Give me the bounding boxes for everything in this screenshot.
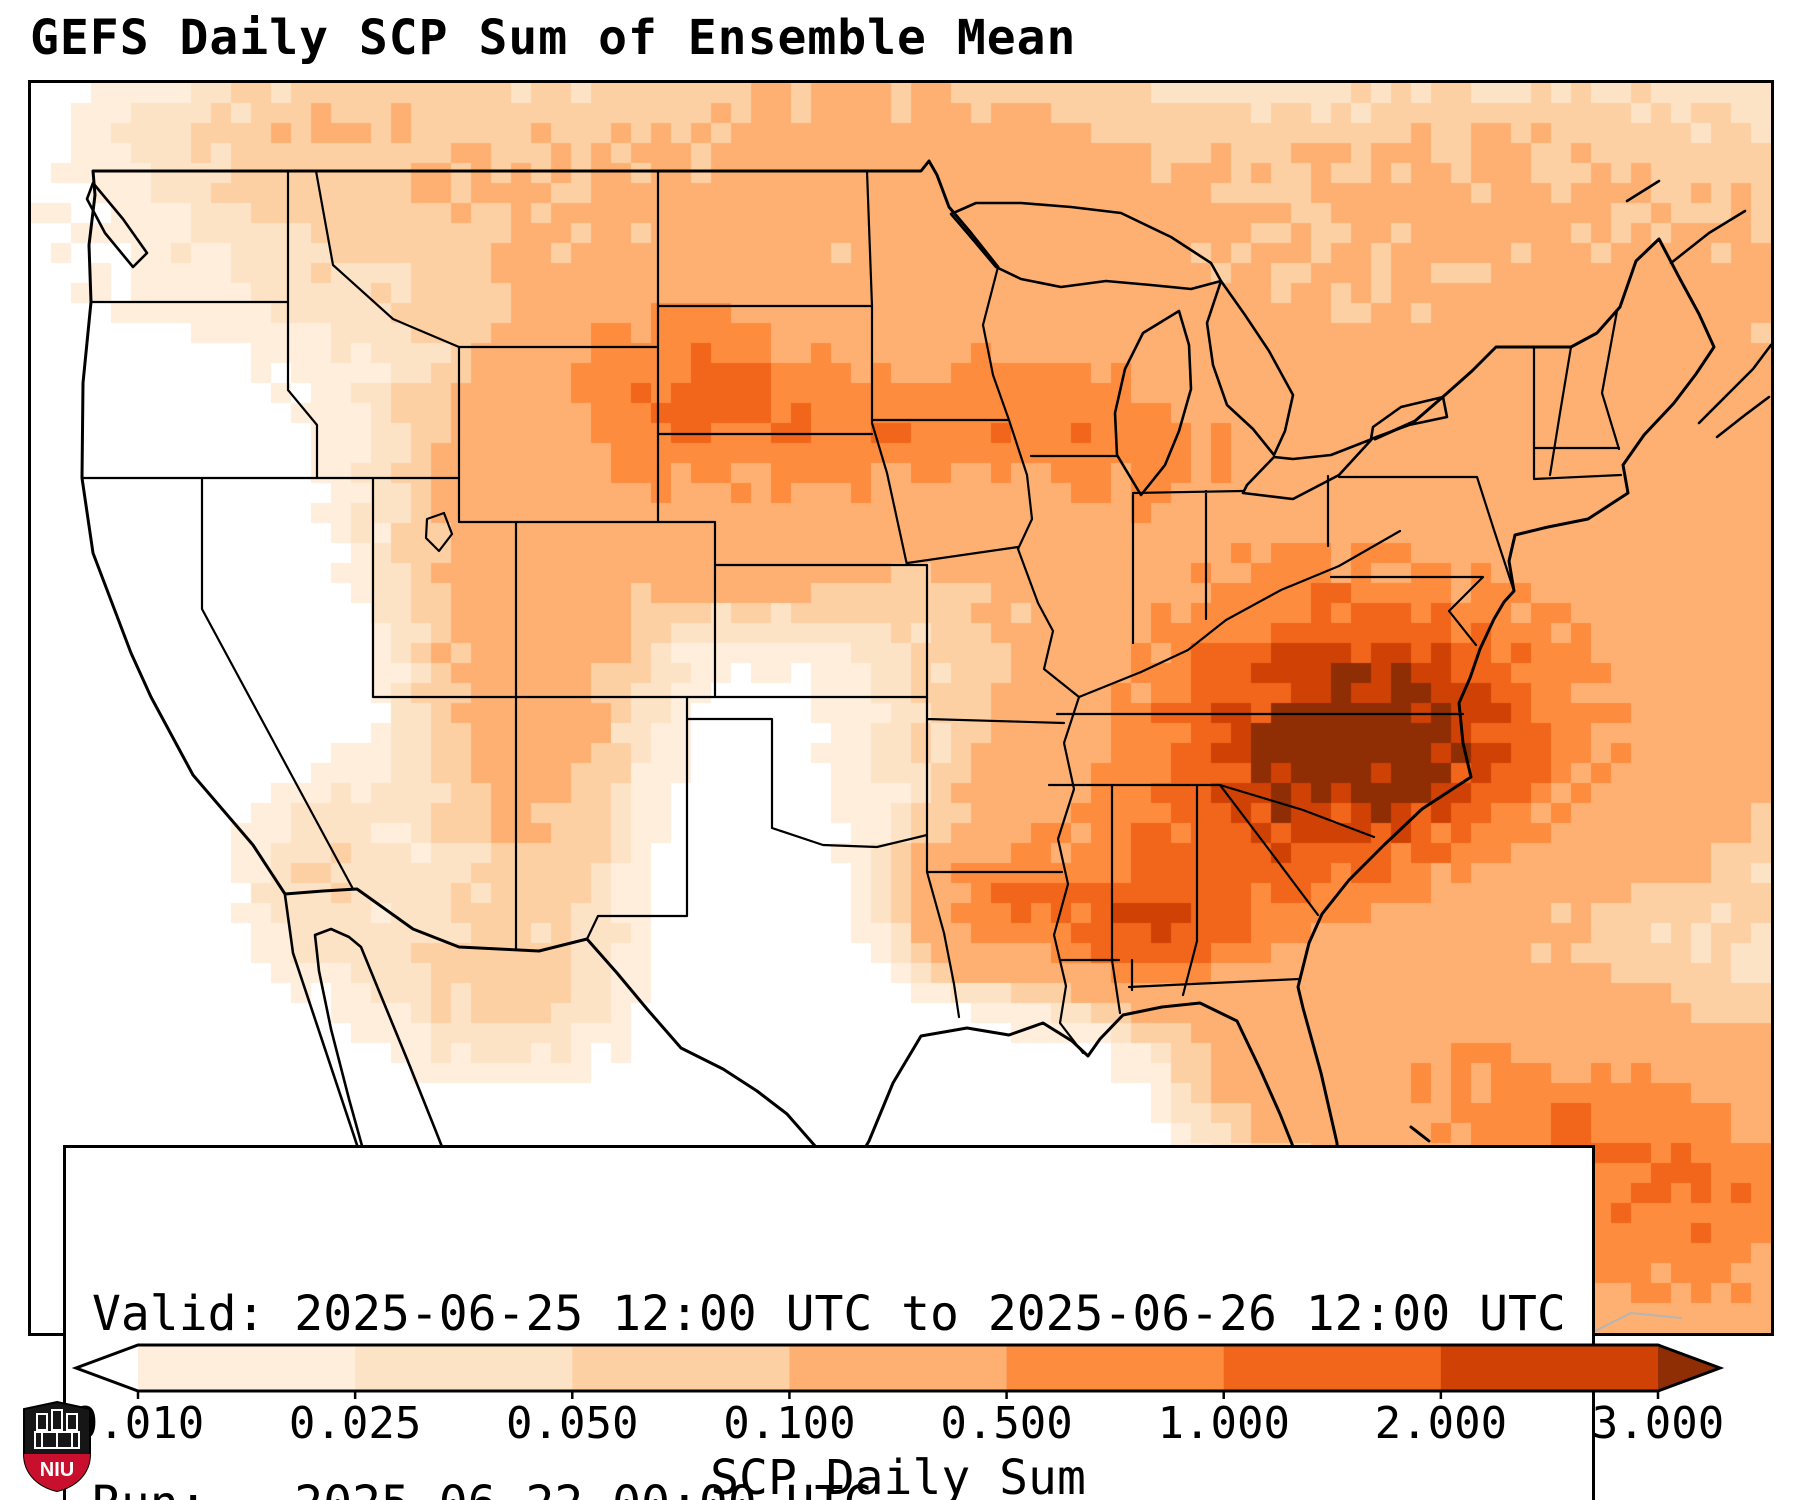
colorbar-left-arrow [76, 1345, 138, 1391]
niu-logo: NIU [23, 1400, 91, 1493]
run-text: Run: 2025-06-22 00:00 UTC [92, 1473, 1566, 1500]
colorbar-tick-label: 0.050 [506, 1398, 639, 1449]
great-lakes [949, 201, 1449, 501]
colorbar-segment [789, 1345, 1008, 1391]
valid-text: Valid: 2025-06-25 12:00 UTC to 2025-06-2… [92, 1285, 1566, 1342]
colorbar-tick-label: 0.500 [940, 1398, 1073, 1449]
colorbar [71, 1343, 1725, 1399]
colorbar-segment [138, 1345, 356, 1391]
colorbar-tick-marks [136, 1391, 1660, 1399]
colorbar-tick-label: 0.010 [71, 1398, 205, 1449]
vancouver-island [85, 181, 149, 269]
us-outline [80, 159, 1716, 1218]
colorbar-tick-labels: 0.010 0.025 0.050 0.100 0.500 1.000 2.000 3.000 [28, 1398, 1768, 1449]
colorbar-segment [1006, 1345, 1225, 1391]
heatmap-canvas [31, 83, 1771, 1333]
colorbar-segment [355, 1345, 573, 1391]
niu-red-band [24, 1454, 90, 1491]
colorbar-tick-label: 1.000 [1157, 1398, 1290, 1449]
colorbar-segment [1223, 1345, 1442, 1391]
niu-castle-icon [34, 1409, 80, 1449]
colorbar-tick-label: 2.000 [1374, 1398, 1508, 1449]
colorbar-segments [138, 1345, 1659, 1391]
colorbar-tick-label: 0.025 [288, 1398, 422, 1449]
info-box: Valid: 2025-06-25 12:00 UTC to 2025-06-2… [63, 1145, 1595, 1500]
colorbar-segment [1440, 1345, 1659, 1391]
colorbar-right-arrow [1658, 1345, 1720, 1391]
state-borders [80, 169, 1623, 1055]
canada-coast [1625, 179, 1771, 439]
niu-logo-text: NIU [40, 1459, 74, 1481]
colorbar-tick-label: 0.100 [723, 1398, 856, 1449]
map-panel: Valid: 2025-06-25 12:00 UTC to 2025-06-2… [28, 80, 1774, 1500]
colorbar-tick-label: 3.000 [1591, 1398, 1725, 1449]
page-title: GEFS Daily SCP Sum of Ensemble Mean [30, 10, 1077, 66]
colorbar-segment [572, 1345, 791, 1391]
colorbar-label: SCP Daily Sum [710, 1450, 1086, 1500]
